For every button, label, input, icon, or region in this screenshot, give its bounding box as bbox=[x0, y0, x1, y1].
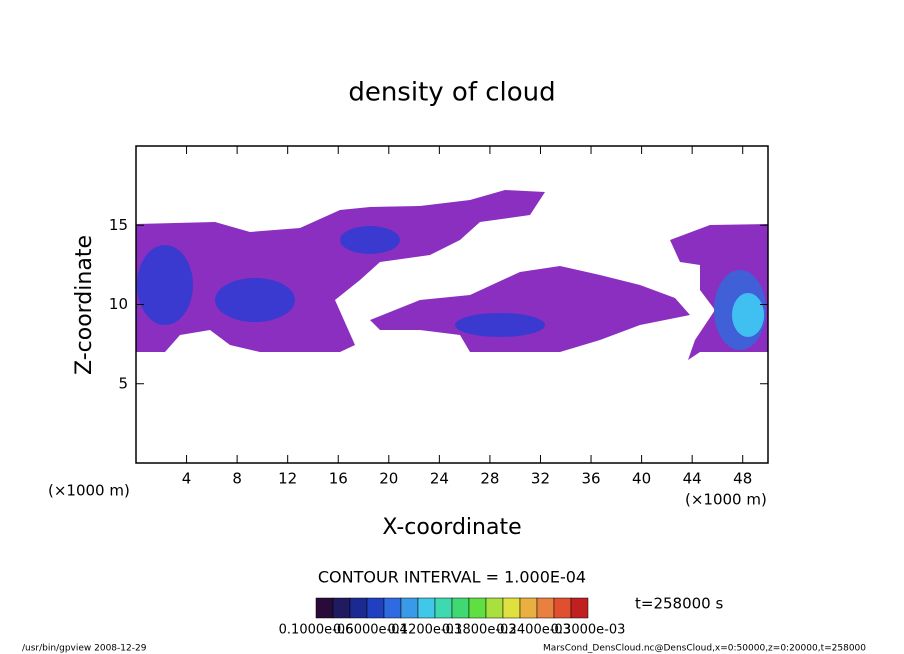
cloud-core bbox=[340, 226, 400, 254]
x-tick-label: 4 bbox=[182, 470, 192, 488]
x-tick-label: 20 bbox=[379, 470, 398, 488]
x-tick-label: 44 bbox=[683, 470, 702, 488]
cloud-region bbox=[370, 266, 690, 352]
colorbar-swatch bbox=[502, 597, 521, 619]
colorbar-swatch bbox=[468, 597, 487, 619]
cloud-core bbox=[455, 313, 545, 337]
colorbar-label: 0.1200e-03 bbox=[387, 623, 462, 638]
colorbar-swatch bbox=[400, 597, 419, 619]
colorbar-swatch bbox=[349, 597, 368, 619]
colorbar-label: 0.1000e-06 bbox=[279, 623, 354, 638]
cloud-core bbox=[215, 278, 295, 322]
footer-left: /usr/bin/gpview 2008-12-29 bbox=[22, 644, 147, 654]
x-axis-label: X-coordinate bbox=[382, 515, 521, 540]
y-tick-label: 5 bbox=[118, 374, 128, 392]
cloud-core bbox=[732, 293, 764, 337]
time-label: t=258000 s bbox=[635, 595, 723, 613]
colorbar-swatch bbox=[519, 597, 538, 619]
y-tick-label: 10 bbox=[109, 295, 128, 313]
y-tick-label: 15 bbox=[109, 216, 128, 234]
colorbar-swatch bbox=[570, 597, 589, 619]
contour-fill bbox=[136, 190, 768, 360]
x-tick-label: 12 bbox=[278, 470, 297, 488]
x-tick-label: 8 bbox=[232, 470, 242, 488]
x-tick-label: 24 bbox=[430, 470, 449, 488]
colorbar-label: 0.1800e-03 bbox=[442, 623, 517, 638]
y-axis-label: Z-coordinate bbox=[72, 235, 97, 375]
cloud-core bbox=[137, 245, 193, 325]
colorbar-swatch bbox=[536, 597, 555, 619]
x-tick-label: 48 bbox=[733, 470, 752, 488]
colorbar-label: 0.6000e-04 bbox=[333, 623, 408, 638]
colorbar-swatch bbox=[383, 597, 402, 619]
colorbar-swatch bbox=[417, 597, 436, 619]
x-tick-label: 40 bbox=[632, 470, 651, 488]
x-tick-label: 36 bbox=[581, 470, 600, 488]
colorbar-label: 0.2400e-03 bbox=[496, 623, 571, 638]
colorbar-swatch bbox=[366, 597, 385, 619]
colorbar-swatch bbox=[553, 597, 572, 619]
colorbar-label: 0.3000e-03 bbox=[551, 623, 626, 638]
colorbar-swatch bbox=[434, 597, 453, 619]
x-unit: (×1000 m) bbox=[48, 482, 130, 500]
x-tick-label: 16 bbox=[329, 470, 348, 488]
colorbar-swatch bbox=[332, 597, 351, 619]
footer-right: MarsCond_DensCloud.nc@DensCloud,x=0:5000… bbox=[543, 644, 866, 654]
x-tick-label: 32 bbox=[531, 470, 550, 488]
colorbar-swatch bbox=[315, 597, 334, 619]
colorbar-swatch bbox=[451, 597, 470, 619]
contour-interval: CONTOUR INTERVAL = 1.000E-04 bbox=[318, 568, 586, 587]
x-unit: (×1000 m) bbox=[685, 491, 767, 509]
x-tick-label: 28 bbox=[480, 470, 499, 488]
chart-title: density of cloud bbox=[348, 78, 555, 108]
colorbar-swatch bbox=[485, 597, 504, 619]
